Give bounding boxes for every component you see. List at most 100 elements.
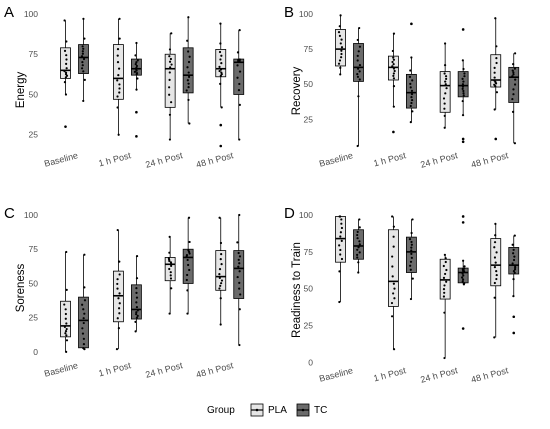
data-point [462,67,465,71]
data-point [135,296,139,299]
data-point [64,71,68,74]
y-tick-label: 100 [299,9,313,19]
data-point [83,78,86,81]
data-point [339,66,342,70]
data-point [493,281,496,285]
data-point [493,296,496,299]
data-point [65,288,68,291]
box-pla [335,215,346,304]
data-point [493,241,497,244]
data-point [65,339,69,342]
data-point [493,256,497,259]
data-point [236,275,239,279]
data-point [170,264,173,267]
box-tc [182,16,194,125]
data-point [338,244,341,247]
y-tick-label: 50 [304,79,314,89]
data-point [358,226,361,229]
box-iqr [215,250,227,291]
data-point [358,78,361,81]
box-pla [60,19,71,128]
data-point [444,83,447,86]
box-pla [439,42,451,129]
box-tc [405,218,417,301]
data-point [511,75,514,78]
data-point [168,93,171,96]
data-point [117,67,121,70]
data-point [82,343,86,346]
data-point [513,268,517,271]
panel-letter: B [284,4,294,21]
data-point [186,258,189,262]
outlier-point [135,135,138,138]
data-point [218,65,221,68]
data-point [135,311,138,314]
data-point [136,77,139,80]
data-point [495,277,498,281]
data-point [82,321,85,325]
data-point [169,57,173,61]
data-point [392,77,396,80]
box-tc [233,213,245,347]
data-point [65,54,68,57]
box-pla [439,253,451,360]
y-tick-label: 25 [29,313,39,323]
data-point [220,71,223,74]
outlier-point [512,315,516,319]
data-point [409,297,413,301]
data-point [493,83,496,86]
data-point [81,45,84,48]
data-point [116,95,119,98]
data-point [462,259,465,262]
data-point [340,56,343,59]
data-point [410,101,413,105]
data-point [168,235,171,239]
data-point [80,67,84,70]
data-point [118,292,121,295]
data-point [134,54,137,57]
data-point [340,46,344,49]
data-point [116,61,120,64]
data-point [461,99,464,103]
box-iqr [113,44,124,100]
data-point [218,50,222,54]
legend-title: Group [207,405,235,416]
data-point [494,261,497,264]
data-point [462,92,465,95]
data-point [65,322,68,325]
data-point [443,311,446,314]
data-point [358,70,361,73]
data-point [358,26,361,30]
data-point [185,89,188,92]
data-point [238,270,241,273]
data-point [443,291,446,294]
data-point [513,83,517,86]
data-point [63,70,66,73]
data-point [494,222,497,225]
data-point [493,108,496,111]
y-tick-label: 50 [29,89,39,99]
data-point [135,301,138,304]
data-point [462,80,465,83]
data-point [238,255,242,258]
data-point [133,70,137,73]
data-point [135,64,138,68]
data-point [358,243,361,246]
data-point [409,86,412,89]
data-point [220,252,223,256]
data-point [514,52,517,55]
box-pla [490,17,502,141]
data-point [512,252,515,255]
data-point [168,71,171,74]
data-point [82,347,85,350]
data-point [135,291,138,294]
data-point [356,67,360,70]
data-point [340,226,344,230]
data-point [168,48,172,51]
data-point [338,59,342,62]
data-point [356,144,359,148]
data-point [135,41,138,45]
data-point [188,268,191,272]
data-point [236,241,239,244]
outlier-point [512,331,516,335]
